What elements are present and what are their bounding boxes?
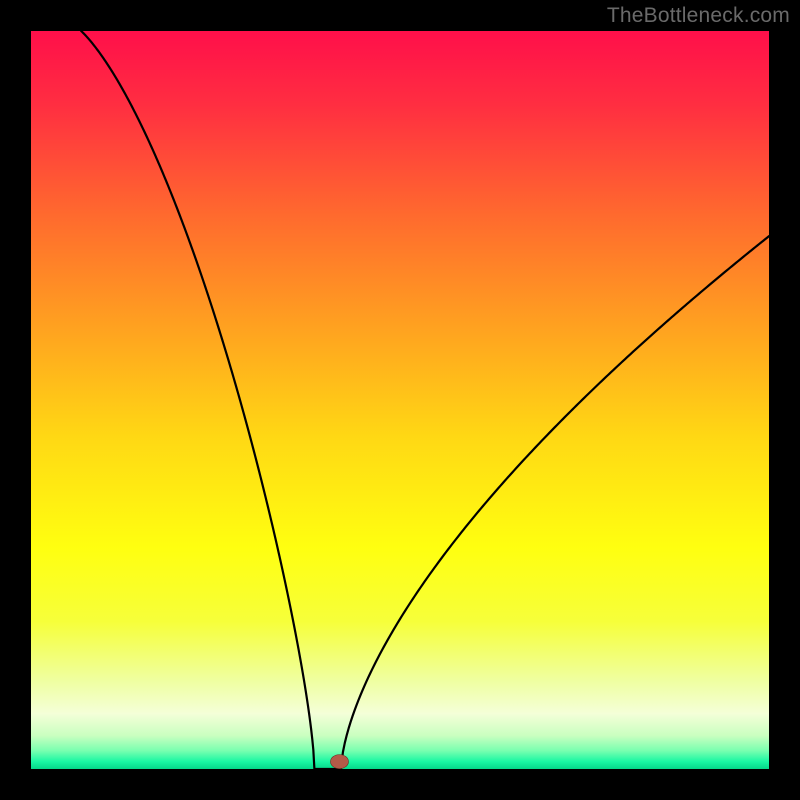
chart-svg [0,0,800,800]
bottleneck-chart: TheBottleneck.com [0,0,800,800]
optimal-point-marker [330,755,348,769]
plot-background [31,31,769,769]
watermark-text: TheBottleneck.com [607,4,790,28]
